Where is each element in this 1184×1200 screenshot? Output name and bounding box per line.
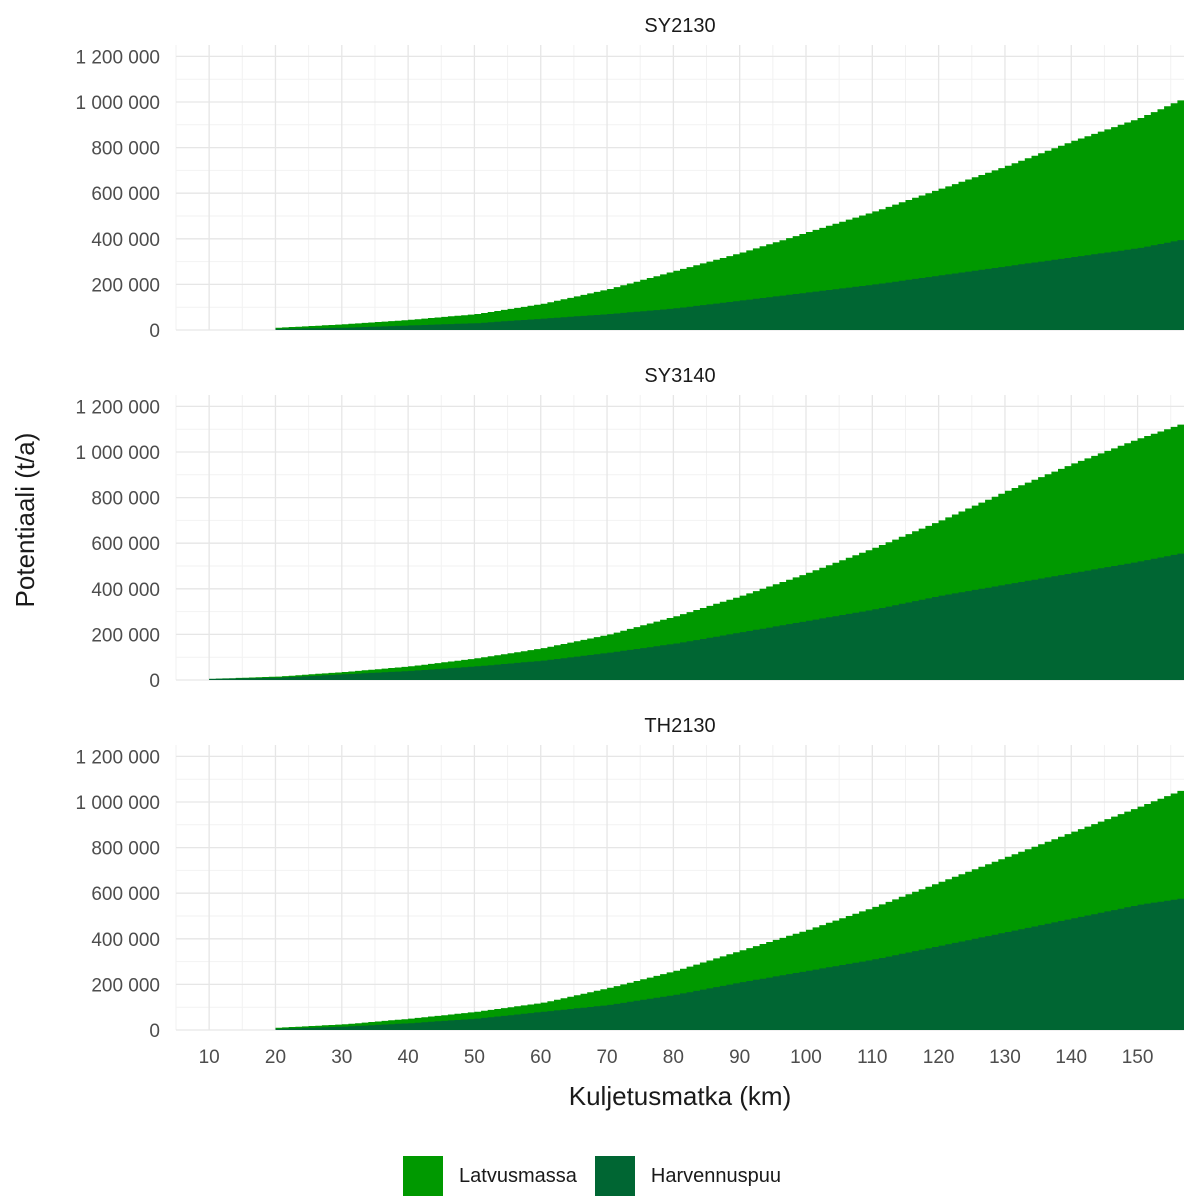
y-tick-label: 0 [149,671,160,692]
x-tick-label: 10 [199,1047,220,1068]
y-tick-label: 600 000 [91,184,160,205]
y-axis-title: Potentiaali (t/a) [10,433,40,608]
x-tick-label: 50 [464,1047,485,1068]
x-tick-label: 120 [923,1047,955,1068]
x-tick-label: 70 [596,1047,617,1068]
panel-th2130: 0 200 000 400 000 600 000 800 000 1 000 000 1 … [75,715,1184,1042]
y-tick-label: 400 000 [91,930,160,951]
panel-sy3140: 0 200 000 400 000 600 000 800 000 1 000 000 1 … [75,365,1184,692]
x-tick-label: 110 [857,1047,887,1068]
y-tick-label: 200 000 [91,975,160,996]
legend-item-latvusmassa: Latvusmassa [403,1156,577,1196]
panel-title: SY3140 [644,365,715,387]
y-tick-label: 800 000 [91,139,160,160]
y-tick-label: 1 000 000 [75,93,160,114]
x-tick-label: 60 [530,1047,551,1068]
x-tick-label: 80 [663,1047,684,1068]
x-tick-label: 20 [265,1047,286,1068]
legend-item-harvennuspuu: Harvennuspuu [595,1156,781,1196]
legend-label-harvennuspuu: Harvennuspuu [651,1165,781,1188]
x-tick-label: 100 [790,1047,822,1068]
y-tick-label: 1 000 000 [75,793,160,814]
y-tick-label: 1 200 000 [75,397,160,418]
y-tick-label: 800 000 [91,489,160,510]
y-tick-label: 400 000 [91,580,160,601]
panel-title: SY2130 [644,15,715,37]
panel-title: TH2130 [644,715,715,737]
y-tick-label: 800 000 [91,839,160,860]
x-tick-label: 40 [398,1047,419,1068]
y-tick-label: 200 000 [91,275,160,296]
y-tick-label: 1 200 000 [75,747,160,768]
y-tick-label: 600 000 [91,884,160,905]
x-tick-label: 90 [729,1047,750,1068]
legend-label-latvusmassa: Latvusmassa [459,1165,577,1188]
y-tick-label: 400 000 [91,230,160,251]
x-tick-label: 130 [989,1047,1021,1068]
y-tick-label: 1 000 000 [75,443,160,464]
y-tick-label: 600 000 [91,534,160,555]
panel-sy2130: 0 200 000 400 000 600 000 800 000 1 000 000 1 … [75,15,1184,342]
x-tick-label: 140 [1055,1047,1087,1068]
y-tick-label: 0 [149,321,160,342]
y-tick-label: 200 000 [91,625,160,646]
legend-swatch-harvennuspuu [595,1156,635,1196]
chart-canvas: 0 200 000 400 000 600 000 800 000 1 000 000 1 … [0,0,1184,1150]
y-tick-label: 1 200 000 [75,47,160,68]
legend: Latvusmassa Harvennuspuu [0,1152,1184,1200]
x-tick-label: 150 [1122,1047,1154,1068]
x-tick-label: 30 [331,1047,352,1068]
y-tick-label: 0 [149,1021,160,1042]
x-axis-title: Kuljetusmatka (km) [569,1081,792,1111]
legend-swatch-latvusmassa [403,1156,443,1196]
